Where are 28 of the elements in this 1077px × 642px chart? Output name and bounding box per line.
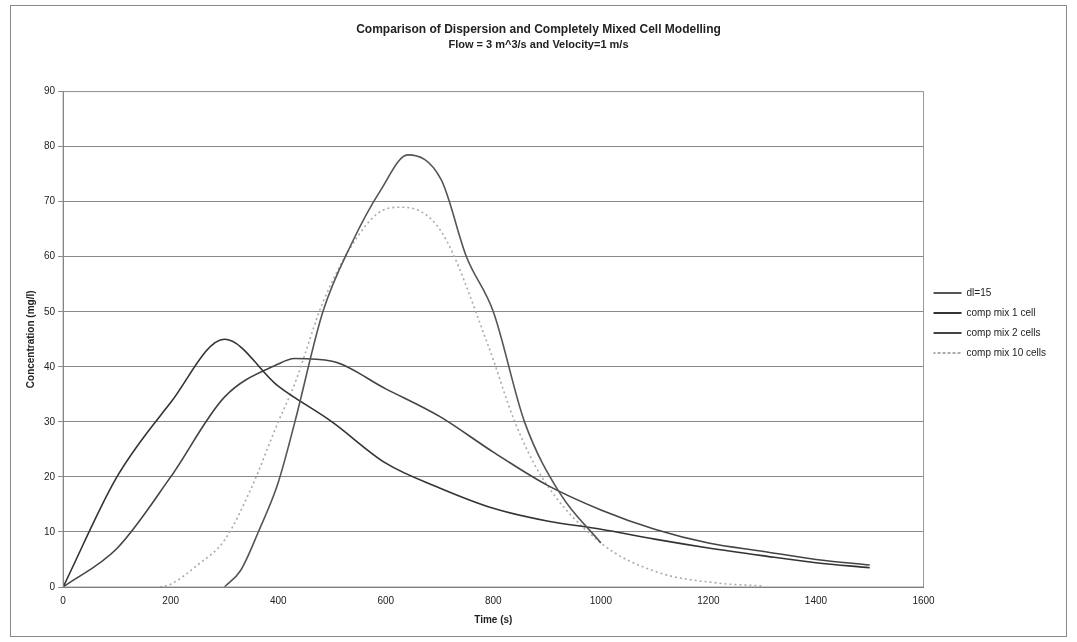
y-tick-label: 20 [44,470,56,482]
x-tick-label: 1000 [589,594,613,606]
line-series [223,154,602,587]
y-axis-title: Concentration (mg/l) [24,290,36,389]
y-tick-label: 10 [44,525,56,537]
y-tick-label: 80 [44,140,56,152]
x-tick-label: 400 [269,594,287,606]
x-tick-label: 1400 [804,594,828,606]
x-tick-label: 800 [484,594,503,606]
y-tick-label: 70 [44,195,56,207]
x-tick-label: 0 [60,594,67,606]
y-tick-label: 90 [44,85,56,97]
legend-label: comp mix 2 cells [966,326,1041,338]
x-tick-label: 200 [162,594,180,606]
y-tick-label: 60 [44,250,56,262]
x-tick-label: 1200 [697,594,720,606]
x-tick-label: 1600 [912,594,936,606]
legend-label: comp mix 1 cell [966,306,1036,318]
y-tick-label: 40 [44,360,56,372]
x-axis-title: Time (s) [474,613,513,625]
legend-label: dl=15 [966,286,992,298]
y-tick-label: 30 [44,415,56,427]
legend-label: comp mix 10 cells [966,346,1046,358]
chart-subtitle: Flow = 3 m^3/s and Velocity=1 m/s [448,38,629,51]
y-tick-label: 0 [49,580,56,592]
y-tick-label: 50 [44,305,56,317]
x-tick-label: 600 [377,594,395,606]
chart-title: Comparison of Dispersion and Completely Mixed Cell Modelling [356,21,721,36]
